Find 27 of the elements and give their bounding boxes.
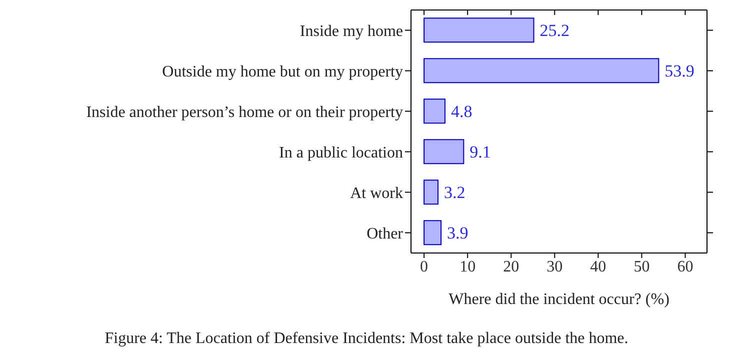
x-axis-title: Where did the incident occur? (%) [448,291,670,308]
data-label: 3.9 [447,224,468,243]
x-tick-label: 50 [634,258,650,276]
data-label: 4.8 [450,102,472,122]
y-tick-label: Outside my home but on my property [162,63,403,80]
x-tick-label: 30 [546,258,563,276]
bar [424,220,442,246]
x-tick-label: 60 [677,258,694,276]
bar [424,18,534,43]
y-tick-label: In a public location [279,144,403,162]
bar [424,139,464,164]
y-tick-label: Other [366,225,404,242]
y-tick-label: Inside another person’s home or on their property [86,104,403,121]
x-tick-label: 40 [590,258,606,276]
bar [424,180,438,205]
data-label: 53.9 [664,62,694,81]
x-tick-label: 0 [420,258,428,276]
caption: Figure 4: The Location of Defensive Incidents: Most take place outside the home. [104,330,630,348]
x-tick-label: 20 [503,258,520,276]
data-label: 25.2 [540,21,570,40]
bar [424,98,446,124]
x-tick-label: 10 [460,258,476,276]
data-label: 3.2 [444,183,466,202]
data-label: 9.1 [470,142,491,162]
bar [424,58,660,84]
y-tick-label: At work [350,184,403,202]
y-tick-label: Inside my home [300,22,403,40]
